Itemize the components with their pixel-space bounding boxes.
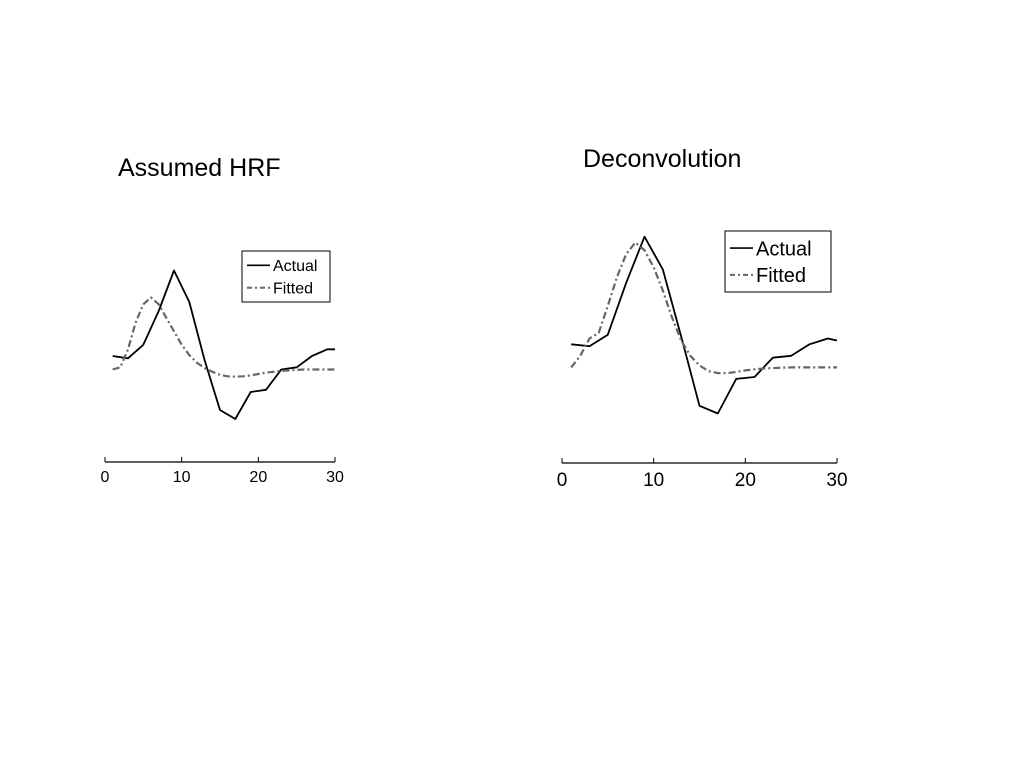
x-tick-label: 30 <box>326 469 344 486</box>
series-line-actual <box>112 269 335 420</box>
series-line-actual <box>571 235 838 415</box>
series-line-fitted <box>570 241 837 375</box>
chart-title-assumed-hrf: Assumed HRF <box>118 154 281 182</box>
chart-title-deconvolution: Deconvolution <box>583 145 742 173</box>
x-tick-label: 0 <box>557 470 568 491</box>
legend-label-fitted: Fitted <box>756 265 806 287</box>
legend-box <box>241 250 331 303</box>
x-tick-label: 10 <box>173 469 191 486</box>
x-tick-label: 30 <box>826 470 847 491</box>
x-tick-label: 20 <box>735 470 756 491</box>
x-tick-label: 0 <box>101 469 110 486</box>
x-tick-label: 10 <box>643 470 664 491</box>
x-tick-label: 20 <box>249 469 267 486</box>
legend-box <box>724 230 832 293</box>
legend-label-actual: Actual <box>756 238 812 260</box>
legend-label-actual: Actual <box>273 258 317 275</box>
series-line-fitted <box>112 296 335 378</box>
legend-label-fitted: Fitted <box>273 280 313 297</box>
